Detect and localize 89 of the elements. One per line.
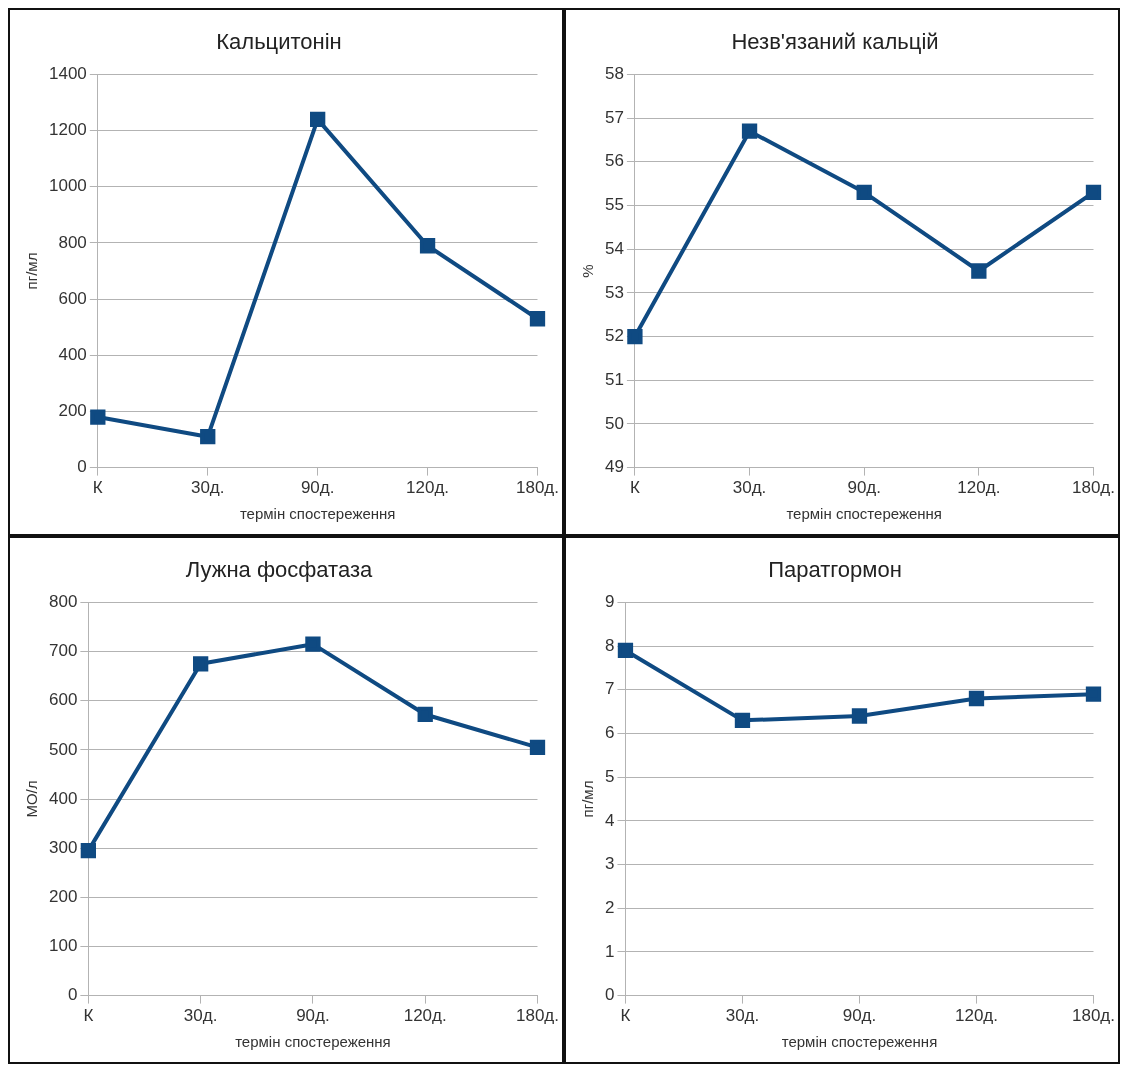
x-tick-label: 30д. [190, 478, 225, 498]
y-tick-label: 200 [48, 886, 78, 906]
y-axis-title: пг/мл [23, 252, 41, 290]
point [851, 708, 868, 724]
y-tick-label: 4 [604, 810, 615, 830]
chart-title: Незв'язаний кальцій [731, 29, 939, 55]
point [741, 123, 758, 139]
x-tick-label: 90д. [296, 1006, 330, 1026]
y-tick-label: 58 [604, 64, 624, 84]
y-axis-title: пг/мл [579, 780, 597, 818]
y-tick-label: 800 [58, 232, 87, 252]
chart-title: Паратгормон [768, 557, 902, 583]
point [310, 111, 326, 127]
point [968, 690, 985, 707]
x-tick-label: 120д. [957, 478, 1001, 498]
point [617, 642, 634, 659]
x-tick-label: 90д. [842, 1006, 877, 1026]
y-tick-label: 6 [604, 723, 615, 743]
point [192, 656, 209, 672]
y-tick-label: 600 [48, 690, 78, 710]
x-tick-label: К [629, 478, 640, 498]
x-tick-label: К [83, 1006, 94, 1026]
y-tick-label: 300 [48, 837, 78, 857]
x-axis-title: термін спостереження [781, 1033, 938, 1051]
y-tick-label: 9 [604, 592, 615, 612]
point [1085, 686, 1102, 702]
chart-title: Лужна фосфатаза [185, 557, 373, 583]
y-tick-label: 700 [48, 641, 78, 661]
x-axis-title: термін спостереження [239, 505, 396, 523]
y-tick-label: 50 [604, 413, 624, 433]
y-tick-label: 2 [604, 897, 615, 917]
point [419, 238, 436, 254]
y-tick-label: 54 [604, 238, 624, 258]
y-tick-label: 51 [604, 369, 624, 389]
point [856, 184, 872, 201]
y-tick-label: 8 [604, 635, 615, 655]
y-axis-title: % [579, 264, 597, 278]
x-tick-label: 180д. [515, 478, 559, 498]
y-tick-label: 56 [604, 151, 624, 171]
x-tick-label: 180д. [515, 1006, 559, 1026]
x-axis-title: термін спостереження [786, 505, 942, 523]
point [200, 429, 216, 445]
point [971, 263, 987, 279]
x-axis-title: термін спостереження [235, 1033, 391, 1051]
x-tick-label: 90д. [300, 478, 335, 498]
y-tick-label: 55 [604, 195, 624, 215]
x-tick-label: 120д. [403, 1006, 447, 1026]
y-tick-label: 53 [604, 282, 624, 302]
point [90, 409, 106, 425]
x-tick-label: 120д. [954, 1006, 998, 1026]
x-tick-label: 120д. [406, 478, 450, 498]
y-tick-label: 49 [604, 457, 624, 477]
x-tick-label: 30д. [725, 1006, 760, 1026]
point [529, 311, 546, 327]
y-tick-label: 7 [604, 679, 615, 699]
point [417, 706, 433, 723]
point [734, 712, 751, 729]
y-tick-label: 0 [67, 985, 78, 1005]
x-tick-label: К [620, 1006, 631, 1026]
y-tick-label: 1000 [48, 176, 87, 196]
y-tick-label: 200 [58, 401, 87, 421]
y-tick-label: 57 [604, 107, 624, 127]
y-tick-label: 400 [48, 788, 78, 808]
point [80, 842, 97, 859]
chart-title: Кальцитонін [216, 29, 342, 55]
y-tick-label: 1400 [48, 64, 87, 84]
y-tick-label: 400 [58, 344, 87, 364]
point [305, 636, 321, 652]
x-tick-label: 180д. [1071, 478, 1115, 498]
y-tick-label: 0 [77, 457, 87, 477]
y-tick-label: 1 [604, 941, 615, 961]
y-tick-label: 500 [48, 739, 78, 759]
x-tick-label: 90д. [847, 478, 881, 498]
x-tick-label: 30д. [732, 478, 767, 498]
y-tick-label: 5 [604, 766, 615, 786]
y-tick-label: 100 [48, 936, 78, 956]
y-tick-label: 0 [604, 985, 615, 1005]
y-tick-label: 600 [58, 288, 87, 308]
x-tick-label: 180д. [1071, 1006, 1115, 1026]
x-tick-label: 30д. [183, 1006, 218, 1026]
y-tick-label: 1200 [48, 120, 87, 140]
y-tick-label: 800 [48, 592, 78, 612]
y-tick-label: 52 [604, 326, 624, 346]
x-tick-label: К [92, 478, 103, 498]
y-tick-label: 3 [604, 854, 615, 874]
point [627, 328, 643, 345]
point [529, 739, 546, 756]
y-axis-title: МО/л [23, 780, 41, 818]
point [1085, 184, 1102, 201]
